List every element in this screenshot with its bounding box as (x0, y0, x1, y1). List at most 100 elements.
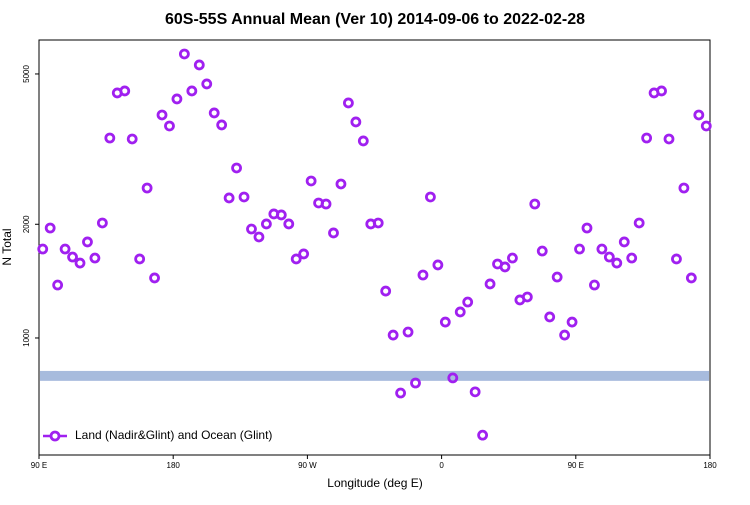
point (469, 386, 481, 398)
point (223, 192, 235, 204)
point (253, 231, 265, 243)
point (246, 223, 257, 235)
point (521, 291, 533, 303)
point (544, 311, 556, 323)
point (589, 279, 600, 291)
point (343, 97, 354, 109)
point (656, 85, 667, 97)
point (298, 248, 310, 260)
point (320, 198, 332, 210)
chart-title: 60S-55S Annual Mean (Ver 10) 2014-09-06 … (165, 11, 585, 28)
legend-marker (49, 430, 61, 442)
point (507, 252, 518, 264)
y-tick-label: 2000 (22, 215, 31, 233)
point (425, 191, 436, 203)
point (387, 329, 399, 341)
point (671, 253, 682, 265)
point (380, 285, 392, 297)
point (626, 252, 638, 264)
point (357, 135, 369, 147)
point (611, 257, 623, 269)
point (238, 191, 250, 203)
point (551, 271, 563, 283)
point (89, 252, 101, 264)
point (193, 59, 205, 71)
point (164, 120, 175, 132)
legend-label: Land (Nadir&Glint) and Ocean (Glint) (75, 428, 272, 442)
point (119, 85, 131, 97)
point (641, 132, 653, 144)
point (477, 429, 489, 441)
point (432, 259, 444, 271)
point (74, 257, 86, 269)
point (574, 243, 585, 255)
point (350, 116, 362, 128)
point (484, 278, 496, 290)
x-tick-label: 180 (167, 461, 181, 470)
x-axis-label: Longitude (deg E) (327, 476, 422, 490)
point (335, 178, 347, 190)
point (149, 272, 160, 284)
point (126, 133, 138, 145)
point (178, 48, 190, 60)
point (454, 306, 466, 318)
point (663, 133, 675, 145)
point (693, 109, 705, 121)
point (44, 222, 56, 234)
point (171, 93, 183, 105)
point (633, 217, 645, 229)
plot-frame (38, 39, 711, 456)
point (499, 261, 511, 273)
point (134, 253, 146, 265)
x-tick-label: 90 E (31, 461, 47, 470)
point (156, 109, 168, 121)
point (372, 217, 384, 229)
point (559, 329, 571, 341)
point (52, 279, 64, 291)
point (618, 236, 630, 248)
point (566, 316, 578, 328)
point (82, 236, 93, 248)
point (283, 218, 295, 230)
point (67, 251, 78, 263)
point (410, 377, 421, 389)
point (700, 120, 712, 132)
point (260, 218, 272, 230)
point (328, 227, 339, 239)
point (37, 243, 49, 255)
point (529, 198, 541, 210)
point (231, 162, 242, 174)
point (104, 132, 116, 144)
x-tick-label: 90 E (568, 461, 584, 470)
point (216, 119, 228, 131)
x-tick-label: 180 (703, 461, 717, 470)
point (581, 222, 593, 234)
point (290, 253, 302, 265)
point (275, 209, 287, 221)
x-tick-label: 90 W (298, 461, 317, 470)
point (678, 182, 690, 194)
point (395, 387, 406, 399)
point (305, 175, 317, 187)
y-axis-label: N Total (0, 228, 14, 265)
point (96, 217, 108, 229)
point (402, 326, 414, 338)
point (59, 243, 71, 255)
point (201, 78, 213, 90)
point (141, 182, 153, 194)
point (603, 251, 615, 263)
x-tick-label: 0 (439, 461, 444, 470)
point (439, 316, 451, 328)
point (417, 269, 429, 281)
point (447, 372, 459, 384)
point (462, 296, 474, 308)
band (40, 370, 709, 381)
point (208, 107, 220, 119)
point (685, 272, 697, 284)
y-tick-label: 1000 (22, 329, 31, 347)
point (536, 245, 548, 257)
point (186, 85, 198, 97)
y-tick-label: 5000 (22, 65, 31, 83)
point (596, 243, 608, 255)
